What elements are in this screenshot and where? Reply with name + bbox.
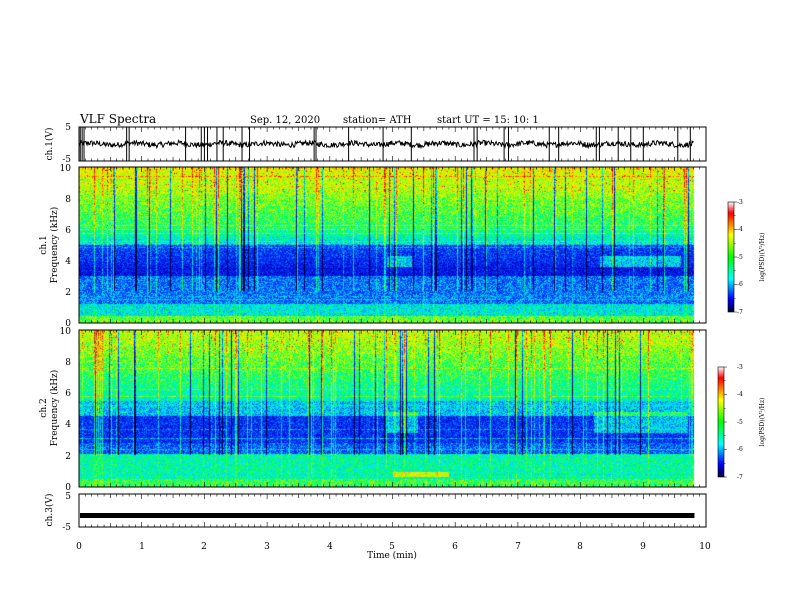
ch2-spectrogram-panel: 10 8 6 4 2 0 ch.2 Frequency (kHz) -3 -4 …: [39, 327, 766, 493]
ch1-freq-tick-4: 4: [65, 257, 71, 267]
chart-title: VLF Spectra: [80, 112, 157, 126]
ch2-channel-label: ch.2: [39, 398, 49, 417]
ch1-voltage-ticks: [78, 127, 707, 161]
ch1-cb-tick-m4: -4: [737, 226, 743, 233]
time-axis: 0 1 2 3 4 5 6 7 8 9 10 Time (min): [76, 542, 711, 561]
ch3-voltage-ticks: [78, 494, 707, 527]
ch1-frequency-ylabel: Frequency (kHz): [49, 207, 60, 284]
xtick-2: 2: [201, 542, 207, 552]
ch1-voltage-ylabel: ch.1(V): [44, 128, 55, 161]
ch2-spectrogram-ticks: [78, 330, 707, 487]
ch1-voltage-spikes: [79, 127, 691, 161]
ch1-freq-tick-2: 2: [65, 288, 71, 298]
ch1-colorbar-ticks: [734, 201, 737, 313]
start-time-label: start UT = 15: 10: 1: [437, 115, 539, 126]
ch2-freq-tick-6: 6: [65, 389, 71, 399]
station-label: station= ATH: [343, 115, 412, 126]
time-axis-label: Time (min): [367, 550, 417, 561]
ch1-cb-tick-m3: -3: [737, 199, 743, 206]
ch1-spectrogram-panel: 10 8 6 4 2 0 ch.1 Frequency (kHz) -3 -4 …: [39, 164, 766, 329]
ch1-freq-tick-0: 0: [65, 319, 71, 329]
ch3-ytick-bottom: -5: [62, 523, 71, 533]
ch2-spectrogram-image: [79, 330, 706, 487]
xtick-7: 7: [515, 542, 521, 552]
ch1-cb-tick-m5: -5: [737, 254, 743, 261]
ch1-freq-tick-8: 8: [65, 195, 71, 205]
date-label: Sep. 12, 2020: [250, 115, 321, 126]
ch2-freq-tick-2: 2: [65, 452, 71, 462]
ch3-ytick-top: 5: [65, 492, 71, 502]
ch3-voltage-panel: 5 -5 ch.3(V): [44, 492, 707, 533]
ch1-voltage-trace: [78, 139, 694, 150]
ch2-frequency-ylabel: Frequency (kHz): [49, 370, 60, 447]
ch2-cb-tick-m6: -6: [737, 446, 743, 453]
ch3-voltage-ylabel: ch.3(V): [44, 494, 55, 527]
ch2-colorbar-label: log(PSD)(V²/Hz): [759, 398, 766, 447]
xtick-8: 8: [577, 542, 583, 552]
xtick-6: 6: [452, 542, 458, 552]
ch1-freq-tick-6: 6: [65, 226, 71, 236]
ch1-ytick-top: 5: [65, 123, 71, 133]
xtick-5: 5: [389, 542, 395, 552]
xtick-0: 0: [76, 542, 82, 552]
ch2-cb-tick-m4: -4: [737, 391, 743, 398]
ch1-spectrogram-image: [79, 167, 706, 323]
ch1-spectrogram-ticks: [78, 167, 707, 323]
xtick-1: 1: [139, 542, 145, 552]
ch1-colorbar-label: log(PSD)(V²/Hz): [759, 233, 766, 282]
ch2-cb-tick-m5: -5: [737, 419, 743, 426]
ch2-freq-tick-10: 10: [60, 327, 72, 337]
ch3-voltage-trace: [80, 513, 695, 518]
ch2-cb-tick-m3: -3: [737, 364, 743, 371]
ch1-freq-tick-10: 10: [60, 164, 72, 174]
ch1-cb-tick-m7: -7: [737, 309, 743, 316]
ch2-freq-tick-8: 8: [65, 358, 71, 368]
ch2-cb-tick-m7: -7: [737, 474, 743, 481]
ch2-freq-tick-4: 4: [65, 420, 71, 430]
ch1-cb-tick-m6: -6: [737, 281, 743, 288]
ch1-channel-label: ch.1: [39, 235, 49, 254]
xtick-3: 3: [264, 542, 270, 552]
xtick-4: 4: [327, 542, 333, 552]
ch2-colorbar: [717, 366, 725, 478]
xtick-9: 9: [640, 542, 646, 552]
ch2-colorbar-ticks: [724, 366, 727, 478]
xtick-10: 10: [699, 542, 711, 552]
ch1-ytick-bottom: -5: [62, 155, 71, 165]
ch2-freq-tick-0: 0: [65, 483, 71, 493]
ch1-voltage-panel: 5 -5 ch.1(V): [44, 123, 707, 165]
ch1-colorbar: [727, 201, 735, 313]
